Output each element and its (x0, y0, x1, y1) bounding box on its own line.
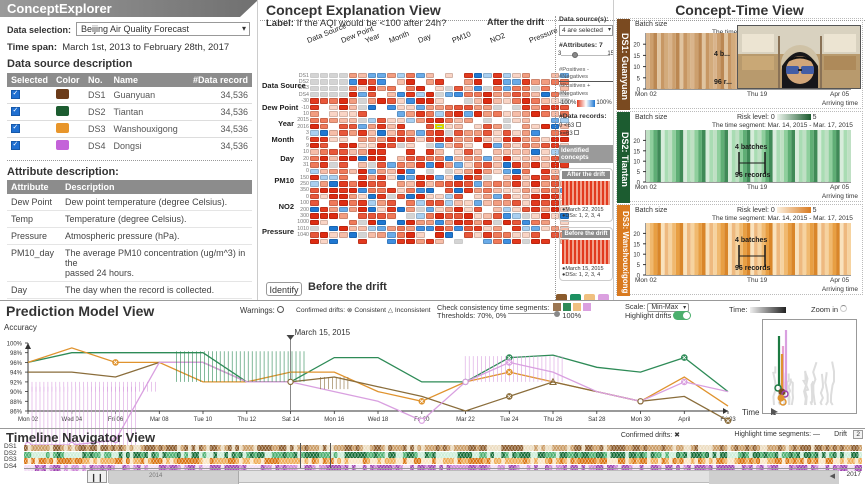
svg-text:5: 5 (637, 263, 641, 269)
svg-text:Tue 24: Tue 24 (500, 417, 519, 423)
svg-text:10: 10 (633, 253, 640, 259)
svg-text:88%: 88% (10, 400, 23, 406)
svg-text:Mar 08: Mar 08 (150, 417, 169, 423)
svg-text:20: 20 (633, 232, 640, 238)
svg-text:Time: Time (742, 408, 760, 417)
svg-text:Sat 14: Sat 14 (282, 417, 300, 423)
svg-text:Wed 18: Wed 18 (368, 417, 389, 423)
svg-text:Mar 22: Mar 22 (456, 417, 475, 423)
svg-text:15: 15 (633, 149, 640, 155)
svg-text:5: 5 (637, 170, 641, 176)
svg-text:April: April (678, 417, 690, 423)
svg-text:86%: 86% (10, 410, 23, 416)
svg-text:Thu 12: Thu 12 (237, 417, 256, 423)
svg-text:Tue 10: Tue 10 (194, 417, 213, 423)
svg-text:10: 10 (633, 65, 640, 71)
svg-text:100%: 100% (7, 342, 23, 348)
svg-text:Sat 28: Sat 28 (588, 417, 606, 423)
svg-text:20: 20 (633, 139, 640, 145)
svg-text:Mon 02: Mon 02 (18, 417, 39, 423)
svg-text:15: 15 (633, 242, 640, 248)
svg-text:92%: 92% (10, 380, 23, 386)
svg-text:20: 20 (633, 43, 640, 49)
svg-text:98%: 98% (10, 351, 23, 357)
svg-text:5: 5 (637, 76, 641, 82)
svg-text:Thu 26: Thu 26 (544, 417, 563, 423)
svg-text:90%: 90% (10, 390, 23, 396)
svg-text:March 15, 2015: March 15, 2015 (295, 328, 351, 337)
svg-text:Mon 16: Mon 16 (324, 417, 345, 423)
svg-text:94%: 94% (10, 371, 23, 377)
svg-text:15: 15 (633, 54, 640, 60)
svg-text:10: 10 (633, 160, 640, 166)
svg-text:96%: 96% (10, 361, 23, 367)
svg-text:Mon 30: Mon 30 (630, 417, 651, 423)
